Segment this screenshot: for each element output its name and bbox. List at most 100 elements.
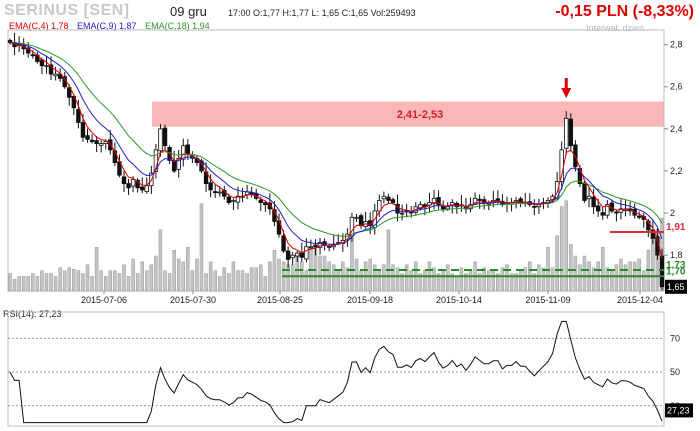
ema9-line: [9, 42, 663, 245]
candle-body: [98, 143, 104, 146]
volume-bar: [85, 264, 90, 292]
volume-bar: [222, 267, 227, 292]
price-change: -0,15 PLN (-8,33%): [555, 3, 694, 20]
volume-bar: [591, 267, 596, 292]
volume-bar: [167, 273, 172, 292]
volume-bar: [468, 270, 473, 292]
candle-body: [659, 255, 665, 288]
x-tick-label: 2015-07-30: [170, 295, 216, 305]
volume-bar: [268, 261, 272, 292]
candle-body: [445, 206, 450, 210]
candle: [322, 238, 327, 251]
volume-bar: [496, 273, 500, 292]
volume-bar: [331, 264, 336, 292]
volume-bar: [541, 267, 546, 292]
candle-body: [358, 215, 364, 227]
candle-body: [44, 65, 49, 68]
candle-body: [390, 199, 396, 203]
volume-bar: [135, 273, 140, 292]
candle-body: [495, 198, 501, 201]
volume-bar: [213, 270, 217, 292]
candle-body: [121, 176, 127, 185]
candle-body: [614, 211, 619, 214]
volume-bar: [477, 273, 482, 292]
candle-body: [89, 139, 95, 142]
candle: [381, 191, 387, 204]
candle: [135, 178, 140, 193]
candle-body: [386, 196, 391, 201]
candle-body: [258, 199, 263, 203]
x-tick-label: 2015-12-04: [617, 295, 663, 305]
candle-body: [618, 208, 624, 213]
y-tick-label: 1,8: [670, 250, 683, 260]
volume-bar: [377, 270, 382, 292]
candle: [35, 51, 40, 64]
volume-bar: [409, 270, 413, 292]
quote-ohlc: 17:00 O:1,77 H:1,77 L: 1,65 C:1,65 Vol:2…: [228, 8, 416, 18]
candle-body: [349, 216, 355, 237]
volume-bar: [131, 258, 135, 292]
candle: [627, 201, 633, 216]
candle: [57, 68, 63, 82]
candle-body: [76, 109, 81, 123]
volume-bar: [40, 270, 44, 292]
candle: [559, 141, 564, 190]
candle-body: [564, 117, 569, 149]
zone-label: 2,41-2,53: [397, 109, 443, 121]
volume-bar: [76, 270, 81, 292]
last-price-badge: [665, 279, 687, 294]
candle: [623, 200, 628, 217]
candle-body: [80, 122, 86, 138]
candle: [536, 198, 542, 214]
candle-body: [171, 160, 177, 172]
volume-bar: [254, 267, 258, 292]
candle: [527, 193, 532, 207]
candle-body: [48, 64, 54, 75]
volume-bar: [35, 276, 40, 292]
x-tick-label: 2015-08-25: [257, 295, 303, 305]
volume-bar: [491, 270, 496, 292]
candle: [263, 200, 268, 212]
candle: [89, 134, 95, 144]
candle: [454, 201, 460, 214]
volume-bar: [550, 267, 555, 292]
volume-bar: [418, 273, 423, 292]
volume-bar: [518, 270, 523, 292]
candle: [240, 187, 245, 203]
candle-body: [440, 205, 446, 210]
candle-body: [217, 191, 222, 194]
candle-body: [208, 182, 213, 191]
candle: [358, 213, 364, 230]
candle-body: [582, 183, 587, 201]
volume-bar: [532, 273, 537, 292]
volume-bar: [391, 264, 395, 292]
volume-bar: [217, 276, 222, 292]
x-tick-label: 2015-07-06: [81, 295, 127, 305]
candle-body: [130, 178, 136, 187]
candle-body: [468, 204, 473, 210]
candle: [363, 211, 368, 229]
candle-body: [317, 242, 323, 249]
candle-body: [85, 135, 90, 140]
candle: [600, 206, 605, 220]
volume-bar: [354, 258, 359, 292]
candle: [126, 178, 131, 195]
candle-body: [326, 245, 332, 248]
candle-body: [304, 246, 309, 260]
volume-bar: [231, 261, 236, 292]
volume-bar: [336, 270, 341, 292]
volume-bar: [90, 276, 94, 292]
volume-bar: [149, 264, 154, 292]
candle: [523, 192, 528, 207]
volume-bar: [99, 270, 103, 292]
candle-body: [231, 200, 236, 203]
candle: [71, 94, 77, 115]
volume-bar: [400, 273, 404, 292]
y-tick-label: 2: [670, 208, 675, 218]
candle: [212, 184, 218, 198]
candle-body: [295, 252, 300, 257]
volume-bar: [573, 255, 578, 292]
volume-bar: [199, 203, 204, 292]
volume-bar: [464, 273, 468, 292]
